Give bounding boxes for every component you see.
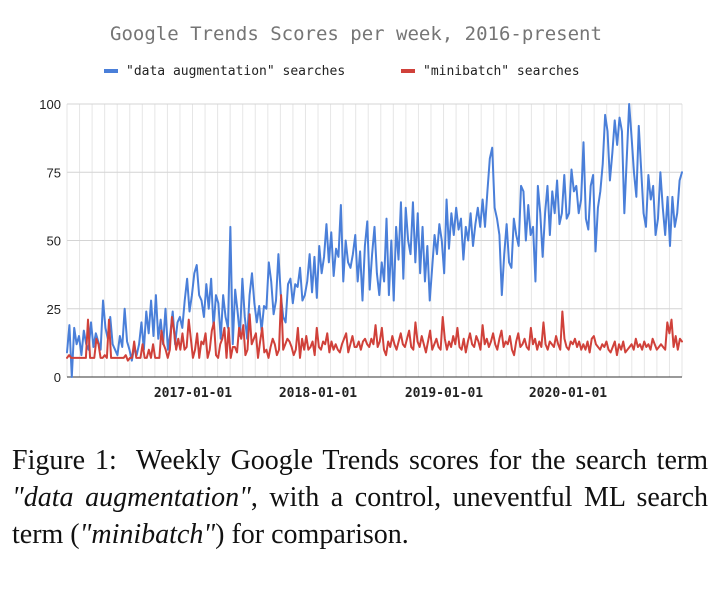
y-tick-label: 50 <box>47 234 61 249</box>
series-line-data-augmentation <box>66 103 683 378</box>
caption-term-1: "data augmentation" <box>12 482 251 513</box>
legend-label-minibatch: "minibatch" searches <box>423 64 580 79</box>
legend-swatch-minibatch <box>401 69 415 73</box>
series <box>66 103 683 378</box>
caption-label: Figure 1: <box>12 445 117 476</box>
x-tick-label: 2017-01-01 <box>154 386 232 401</box>
caption-text-3: ) for comparison. <box>215 519 409 550</box>
chart: Google Trends Scores per week, 2016-pres… <box>39 23 683 401</box>
y-tick-label: 0 <box>54 370 61 385</box>
y-tick-label: 25 <box>47 302 61 317</box>
caption-text-2: , with a control, uneventful ML search t… <box>12 482 708 550</box>
y-axis: 0 25 50 75 100 <box>39 97 61 385</box>
caption-text-1: Weekly Google Trends scores for the sear… <box>135 445 708 476</box>
x-tick-label: 2019-01-01 <box>405 386 483 401</box>
x-axis: 2017-01-01 2018-01-01 2019-01-01 2020-01-01 <box>154 386 607 401</box>
x-tick-label: 2018-01-01 <box>279 386 357 401</box>
figure-caption: Figure 1: Weekly Google Trends scores fo… <box>12 442 708 553</box>
legend: "data augmentation" searches "minibatch"… <box>104 64 580 79</box>
legend-swatch-data-augmentation <box>104 69 118 73</box>
y-tick-label: 75 <box>47 165 61 180</box>
series-line-minibatch <box>66 294 683 362</box>
y-tick-label: 100 <box>39 97 61 112</box>
caption-term-2: "minibatch" <box>79 519 216 550</box>
x-tick-label: 2020-01-01 <box>529 386 607 401</box>
chart-title: Google Trends Scores per week, 2016-pres… <box>110 23 602 45</box>
legend-label-data-augmentation: "data augmentation" searches <box>126 64 345 79</box>
